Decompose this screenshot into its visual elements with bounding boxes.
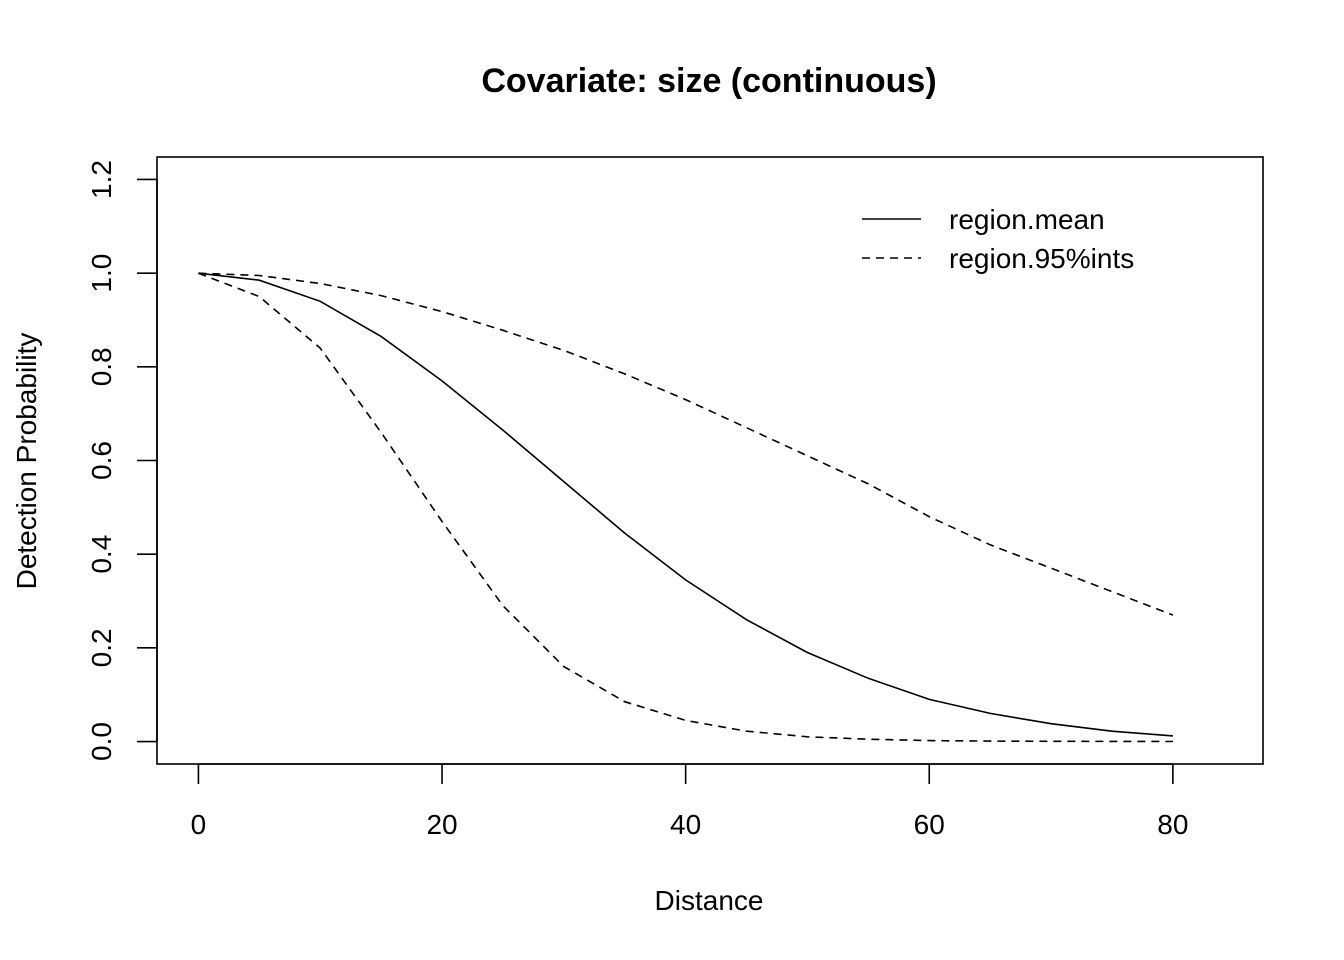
legend-label-mean: region.mean [949, 204, 1105, 235]
series-line-2 [198, 272, 1173, 743]
y-axis: 0.0 0.2 0.4 0.6 0.8 1.0 1.2 [86, 160, 158, 761]
y-tick-label: 1.2 [86, 160, 117, 199]
series-layer [198, 272, 1174, 743]
series-line-1 [198, 272, 1174, 616]
chart-title: Covariate: size (continuous) [481, 62, 936, 100]
x-tick-label: 60 [914, 809, 945, 840]
series-line-0 [198, 272, 1173, 737]
x-tick-label: 20 [426, 809, 457, 840]
x-tick-label: 80 [1157, 809, 1188, 840]
y-tick-label: 0.2 [86, 628, 117, 667]
y-tick-label: 0.8 [86, 347, 117, 386]
legend: region.mean region.95%ints [862, 204, 1134, 274]
x-axis: 0 20 40 60 80 [191, 763, 1188, 840]
x-axis-label: Distance [655, 885, 764, 916]
y-tick-label: 0.4 [86, 535, 117, 574]
y-tick-label: 1.0 [86, 254, 117, 293]
y-axis-label: Detection Probability [11, 333, 42, 590]
y-tick-label: 0.6 [86, 441, 117, 480]
x-tick-label: 40 [670, 809, 701, 840]
legend-label-ints: region.95%ints [949, 243, 1134, 274]
x-tick-label: 0 [191, 809, 207, 840]
y-tick-label: 0.0 [86, 722, 117, 761]
